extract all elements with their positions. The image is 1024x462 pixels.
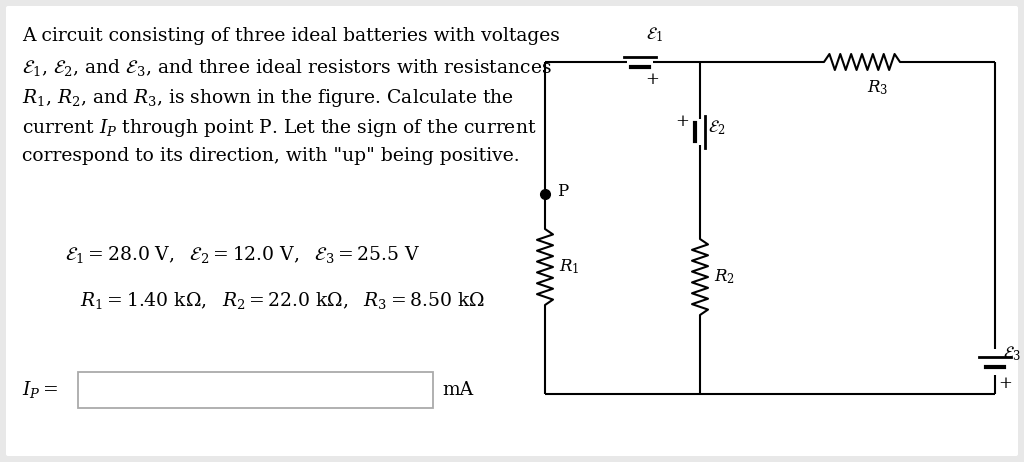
Text: $R_1 = 1.40\ \mathrm{k\Omega},\ \ R_2 = 22.0\ \mathrm{k\Omega},\ \ R_3 = 8.50\ \: $R_1 = 1.40\ \mathrm{k\Omega},\ \ R_2 = … [80,290,485,311]
Text: P: P [557,183,568,201]
Text: $\mathcal{E}_1 = 28.0\ \mathrm{V},\ \ \mathcal{E}_2 = 12.0\ \mathrm{V},\ \ \math: $\mathcal{E}_1 = 28.0\ \mathrm{V},\ \ \m… [65,244,420,265]
Text: correspond to its direction, with "up" being positive.: correspond to its direction, with "up" b… [22,147,519,165]
Text: +: + [645,72,658,89]
Text: $\mathcal{E}_1$, $\mathcal{E}_2$, and $\mathcal{E}_3$, and three ideal resistors: $\mathcal{E}_1$, $\mathcal{E}_2$, and $\… [22,57,552,78]
Text: +: + [675,114,689,130]
Text: $\mathcal{E}_2$: $\mathcal{E}_2$ [708,119,725,137]
FancyBboxPatch shape [78,372,433,408]
Text: $R_1$: $R_1$ [559,258,580,276]
Text: A circuit consisting of three ideal batteries with voltages: A circuit consisting of three ideal batt… [22,27,560,45]
Text: $R_1$, $R_2$, and $R_3$, is shown in the figure. Calculate the: $R_1$, $R_2$, and $R_3$, is shown in the… [22,87,514,109]
Text: $\mathcal{E}_1$: $\mathcal{E}_1$ [646,25,664,44]
Text: $\mathcal{E}_3$: $\mathcal{E}_3$ [1002,345,1021,363]
Text: current $I_P$ through point P. Let the sign of the current: current $I_P$ through point P. Let the s… [22,117,537,139]
FancyBboxPatch shape [6,6,1018,456]
Text: +: + [998,376,1012,393]
Text: $R_2$: $R_2$ [714,267,735,286]
Text: mA: mA [442,381,473,399]
Text: $R_3$: $R_3$ [867,78,888,97]
Text: $I_P =$: $I_P =$ [22,379,58,401]
